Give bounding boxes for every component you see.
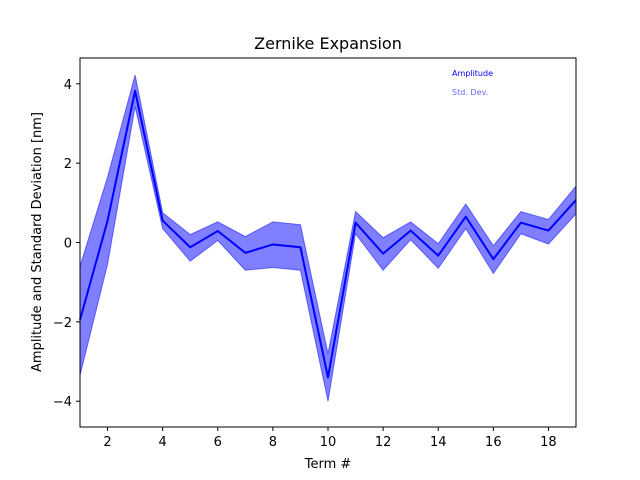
y-tick-label: −2	[53, 316, 72, 331]
x-tick-label: 4	[159, 435, 167, 450]
amplitude-point	[437, 255, 439, 257]
x-tick-label: 10	[320, 435, 337, 450]
amplitude-point	[492, 258, 494, 260]
amplitude-point	[299, 246, 301, 248]
amplitude-point	[134, 90, 136, 92]
amplitude-point	[327, 376, 329, 378]
x-tick-label: 18	[540, 435, 557, 450]
amplitude-point	[217, 230, 219, 232]
y-tick-label: 0	[64, 237, 72, 252]
amplitude-point	[547, 230, 549, 232]
amplitude-point	[410, 230, 412, 232]
amplitude-point	[272, 243, 274, 245]
amplitude-point	[355, 222, 357, 224]
y-tick-label: 4	[64, 78, 72, 93]
plot-frame	[79, 57, 577, 428]
y-axis-title: Amplitude and Standard Deviation [nm]	[30, 112, 45, 372]
x-tick-label: 14	[430, 435, 447, 450]
amplitude-point	[162, 220, 164, 222]
legend: Amplitude Std. Dev.	[452, 69, 493, 97]
legend-entry-std-dev: Std. Dev.	[452, 88, 488, 97]
x-tick-label: 16	[485, 435, 502, 450]
amplitude-line	[79, 89, 577, 379]
x-tick-label: 8	[269, 435, 277, 450]
amplitude-point	[382, 253, 384, 255]
amplitude-point	[465, 216, 467, 218]
y-tick-label: 2	[64, 157, 72, 172]
amplitude-point	[244, 252, 246, 254]
x-axis-title: Term #	[304, 457, 352, 472]
x-tick-label: 2	[103, 435, 111, 450]
amplitude-point	[107, 220, 109, 222]
x-tick-label: 12	[375, 435, 392, 450]
x-tick-label: 6	[214, 435, 222, 450]
legend-entry-amplitude: Amplitude	[452, 69, 493, 78]
amplitude-point	[189, 246, 191, 248]
tick-layer: 2 4 6 8 10 12 14 16 18 −4 −2 0 2 4	[53, 78, 557, 450]
y-tick-label: −4	[53, 395, 72, 410]
amplitude-point	[520, 222, 522, 224]
chart-title: Zernike Expansion	[254, 34, 402, 53]
